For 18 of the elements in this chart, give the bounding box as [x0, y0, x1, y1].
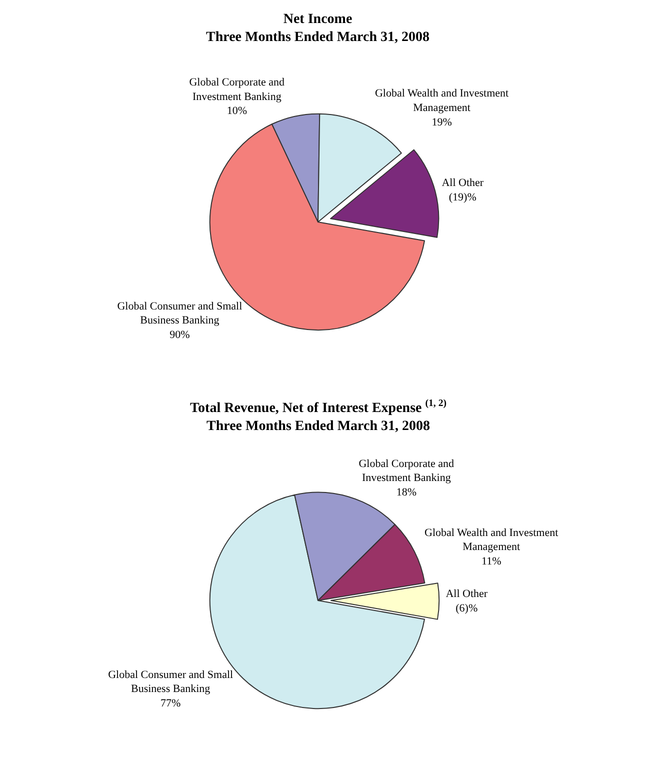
data-label: 90% [170, 328, 190, 341]
slice-label: Global Consumer and Small Business Banking [117, 300, 242, 327]
data-label: 19% [432, 116, 452, 128]
slice-label: All Other [442, 177, 484, 190]
data-label: (19)% [448, 191, 476, 204]
chart-title: Total Revenue, Net of Interest Expense $^{(1, 2)}$ Three Months Ended March 31, 2008 [190, 398, 446, 434]
data-label: 10% [226, 105, 247, 118]
data-label: (6)% [456, 602, 478, 614]
slice-label: Global Wealth and Investment Management [424, 526, 558, 554]
slice-label: All Other [446, 588, 488, 600]
data-label: 77% [160, 697, 181, 710]
slice-label: Global Wealth and Investment Management [374, 88, 509, 114]
slice-label: Global Corporate and Investment Banking [358, 458, 455, 484]
data-label: 11% [481, 556, 502, 568]
chart-title: Net Income Three Months Ended March 31, 2008 [206, 12, 430, 46]
slice-label: Global Consumer and Small Business Banking [108, 668, 234, 696]
data-label: 18% [396, 486, 416, 498]
slice-label: Global Corporate and Investment Banking [189, 76, 286, 103]
